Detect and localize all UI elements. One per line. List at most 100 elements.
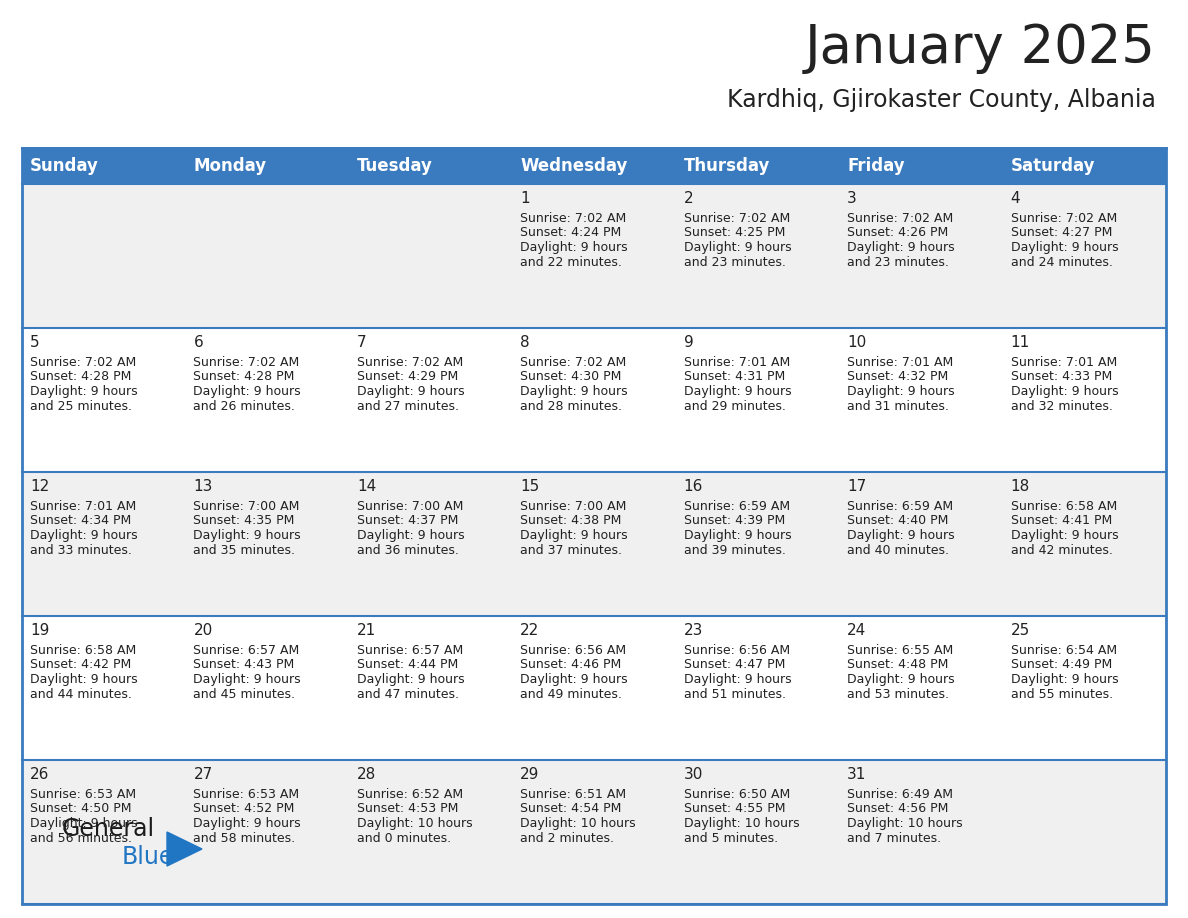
Text: Sunset: 4:28 PM: Sunset: 4:28 PM — [30, 371, 132, 384]
Text: Sunset: 4:31 PM: Sunset: 4:31 PM — [684, 371, 785, 384]
Text: Sunset: 4:24 PM: Sunset: 4:24 PM — [520, 227, 621, 240]
Text: and 2 minutes.: and 2 minutes. — [520, 832, 614, 845]
Text: Sunset: 4:50 PM: Sunset: 4:50 PM — [30, 802, 132, 815]
Text: and 39 minutes.: and 39 minutes. — [684, 543, 785, 556]
Text: Sunrise: 7:01 AM: Sunrise: 7:01 AM — [847, 356, 954, 369]
Text: Sunset: 4:42 PM: Sunset: 4:42 PM — [30, 658, 131, 671]
Text: Sunset: 4:34 PM: Sunset: 4:34 PM — [30, 514, 131, 528]
Text: Daylight: 9 hours: Daylight: 9 hours — [847, 673, 955, 686]
Text: Daylight: 10 hours: Daylight: 10 hours — [520, 817, 636, 830]
Text: Sunset: 4:35 PM: Sunset: 4:35 PM — [194, 514, 295, 528]
Text: Sunrise: 6:57 AM: Sunrise: 6:57 AM — [356, 644, 463, 657]
Text: Sunrise: 6:58 AM: Sunrise: 6:58 AM — [30, 644, 137, 657]
Text: and 27 minutes.: and 27 minutes. — [356, 399, 459, 412]
Text: Sunset: 4:49 PM: Sunset: 4:49 PM — [1011, 658, 1112, 671]
Text: Sunset: 4:43 PM: Sunset: 4:43 PM — [194, 658, 295, 671]
Text: and 22 minutes.: and 22 minutes. — [520, 255, 623, 268]
Text: Sunrise: 7:00 AM: Sunrise: 7:00 AM — [194, 500, 299, 513]
Text: and 44 minutes.: and 44 minutes. — [30, 688, 132, 700]
Text: Sunset: 4:37 PM: Sunset: 4:37 PM — [356, 514, 459, 528]
Polygon shape — [168, 832, 202, 866]
Text: Daylight: 9 hours: Daylight: 9 hours — [30, 817, 138, 830]
Text: Sunset: 4:52 PM: Sunset: 4:52 PM — [194, 802, 295, 815]
Text: 28: 28 — [356, 767, 377, 782]
Text: Daylight: 9 hours: Daylight: 9 hours — [1011, 529, 1118, 542]
Text: Sunrise: 7:02 AM: Sunrise: 7:02 AM — [1011, 212, 1117, 225]
Text: Daylight: 9 hours: Daylight: 9 hours — [520, 241, 628, 254]
Text: 24: 24 — [847, 623, 866, 638]
Text: 4: 4 — [1011, 191, 1020, 206]
Text: Sunset: 4:33 PM: Sunset: 4:33 PM — [1011, 371, 1112, 384]
Bar — [23, 328, 1165, 472]
Text: Sunrise: 6:59 AM: Sunrise: 6:59 AM — [684, 500, 790, 513]
Text: Daylight: 9 hours: Daylight: 9 hours — [684, 241, 791, 254]
Text: Sunrise: 6:59 AM: Sunrise: 6:59 AM — [847, 500, 953, 513]
Text: Daylight: 9 hours: Daylight: 9 hours — [356, 385, 465, 398]
Text: 14: 14 — [356, 479, 377, 494]
Text: January 2025: January 2025 — [805, 22, 1156, 74]
Text: 6: 6 — [194, 335, 203, 350]
Text: Sunrise: 7:02 AM: Sunrise: 7:02 AM — [847, 212, 954, 225]
Text: 5: 5 — [30, 335, 39, 350]
Text: 18: 18 — [1011, 479, 1030, 494]
Text: and 56 minutes.: and 56 minutes. — [30, 832, 132, 845]
Text: and 49 minutes.: and 49 minutes. — [520, 688, 623, 700]
Text: Saturday: Saturday — [1011, 157, 1095, 175]
Text: 16: 16 — [684, 479, 703, 494]
Text: Sunset: 4:32 PM: Sunset: 4:32 PM — [847, 371, 948, 384]
Text: and 37 minutes.: and 37 minutes. — [520, 543, 623, 556]
Text: 2: 2 — [684, 191, 694, 206]
Bar — [23, 148, 1165, 904]
Text: and 24 minutes.: and 24 minutes. — [1011, 255, 1112, 268]
Text: and 47 minutes.: and 47 minutes. — [356, 688, 459, 700]
Text: Thursday: Thursday — [684, 157, 770, 175]
Text: Sunrise: 7:02 AM: Sunrise: 7:02 AM — [684, 212, 790, 225]
Text: Daylight: 9 hours: Daylight: 9 hours — [1011, 673, 1118, 686]
Text: and 53 minutes.: and 53 minutes. — [847, 688, 949, 700]
Text: and 28 minutes.: and 28 minutes. — [520, 399, 623, 412]
Text: Sunset: 4:39 PM: Sunset: 4:39 PM — [684, 514, 785, 528]
Bar — [23, 472, 1165, 616]
Text: 17: 17 — [847, 479, 866, 494]
Text: Daylight: 9 hours: Daylight: 9 hours — [356, 529, 465, 542]
Text: Sunset: 4:25 PM: Sunset: 4:25 PM — [684, 227, 785, 240]
Text: Daylight: 10 hours: Daylight: 10 hours — [847, 817, 962, 830]
Text: and 58 minutes.: and 58 minutes. — [194, 832, 296, 845]
Text: Daylight: 10 hours: Daylight: 10 hours — [684, 817, 800, 830]
Text: Sunrise: 6:53 AM: Sunrise: 6:53 AM — [194, 788, 299, 801]
Text: Daylight: 9 hours: Daylight: 9 hours — [30, 673, 138, 686]
Text: and 32 minutes.: and 32 minutes. — [1011, 399, 1112, 412]
Text: Sunrise: 6:57 AM: Sunrise: 6:57 AM — [194, 644, 299, 657]
Text: 30: 30 — [684, 767, 703, 782]
Text: 29: 29 — [520, 767, 539, 782]
Text: Sunrise: 7:01 AM: Sunrise: 7:01 AM — [1011, 356, 1117, 369]
Text: Sunrise: 7:00 AM: Sunrise: 7:00 AM — [520, 500, 626, 513]
Text: Friday: Friday — [847, 157, 905, 175]
Text: and 5 minutes.: and 5 minutes. — [684, 832, 778, 845]
Text: 15: 15 — [520, 479, 539, 494]
Text: Sunrise: 7:00 AM: Sunrise: 7:00 AM — [356, 500, 463, 513]
Text: 20: 20 — [194, 623, 213, 638]
Bar — [23, 616, 1165, 760]
Text: Daylight: 9 hours: Daylight: 9 hours — [1011, 241, 1118, 254]
Text: Sunrise: 7:02 AM: Sunrise: 7:02 AM — [520, 212, 626, 225]
Text: Daylight: 9 hours: Daylight: 9 hours — [684, 529, 791, 542]
Text: and 0 minutes.: and 0 minutes. — [356, 832, 451, 845]
Text: Daylight: 9 hours: Daylight: 9 hours — [194, 673, 301, 686]
Text: and 35 minutes.: and 35 minutes. — [194, 543, 296, 556]
Text: Sunset: 4:40 PM: Sunset: 4:40 PM — [847, 514, 948, 528]
Text: Sunrise: 6:56 AM: Sunrise: 6:56 AM — [520, 644, 626, 657]
Text: 27: 27 — [194, 767, 213, 782]
Text: Daylight: 9 hours: Daylight: 9 hours — [684, 385, 791, 398]
Text: Blue: Blue — [122, 845, 175, 869]
Text: Daylight: 9 hours: Daylight: 9 hours — [520, 529, 628, 542]
Text: Sunrise: 6:49 AM: Sunrise: 6:49 AM — [847, 788, 953, 801]
Text: Sunset: 4:48 PM: Sunset: 4:48 PM — [847, 658, 948, 671]
Text: and 51 minutes.: and 51 minutes. — [684, 688, 785, 700]
Text: Sunset: 4:55 PM: Sunset: 4:55 PM — [684, 802, 785, 815]
Text: Sunrise: 6:50 AM: Sunrise: 6:50 AM — [684, 788, 790, 801]
Text: Sunset: 4:44 PM: Sunset: 4:44 PM — [356, 658, 459, 671]
Text: Sunrise: 6:56 AM: Sunrise: 6:56 AM — [684, 644, 790, 657]
Text: Sunset: 4:41 PM: Sunset: 4:41 PM — [1011, 514, 1112, 528]
Text: and 7 minutes.: and 7 minutes. — [847, 832, 941, 845]
